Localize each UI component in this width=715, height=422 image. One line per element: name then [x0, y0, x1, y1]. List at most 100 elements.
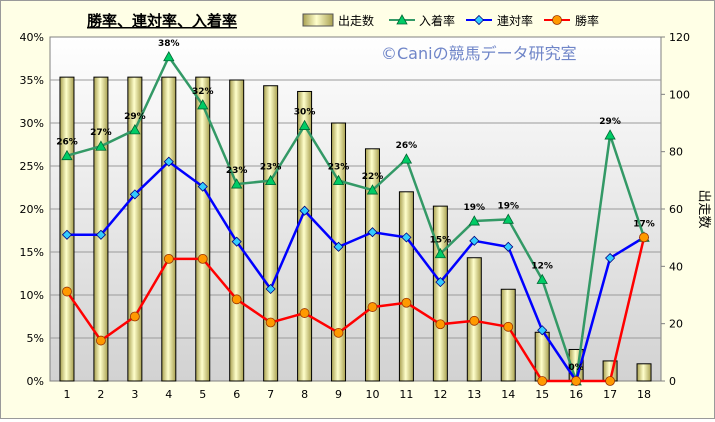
- legend-label-place: 入着率: [419, 13, 455, 28]
- point-rentai: [265, 283, 276, 295]
- point-place: [61, 149, 73, 161]
- point-place: [366, 184, 379, 195]
- left-tick-label: 10%: [20, 289, 44, 302]
- point-place: [434, 247, 447, 259]
- x-tick-label: 12: [433, 388, 447, 401]
- bar: [331, 122, 347, 382]
- point-place: [231, 178, 243, 189]
- legend-label-bar: 出走数: [338, 13, 374, 28]
- point-place: [264, 174, 277, 186]
- bar: [59, 76, 75, 382]
- legend-item-bar: 出走数: [302, 13, 374, 28]
- data-label: 0%: [568, 363, 583, 373]
- point-place: [95, 140, 107, 151]
- point-win: [62, 286, 72, 297]
- point-rentai: [61, 229, 73, 240]
- data-label: 23%: [328, 163, 350, 173]
- point-win: [571, 376, 582, 386]
- point-rentai: [197, 181, 208, 192]
- data-label: 30%: [294, 108, 316, 118]
- bar-series: [59, 76, 652, 382]
- left-tick-label: 30%: [20, 117, 44, 130]
- left-tick-label: 5%: [27, 332, 44, 345]
- point-win: [299, 308, 310, 318]
- bar: [263, 85, 279, 382]
- x-tick-label: 11: [399, 388, 413, 401]
- data-label: 19%: [464, 203, 486, 213]
- data-label: 38%: [158, 39, 180, 49]
- point-place: [536, 273, 548, 284]
- point-win: [96, 335, 106, 346]
- right-tick-label: 40: [669, 260, 683, 273]
- data-label: 29%: [599, 117, 621, 127]
- point-place: [163, 50, 175, 62]
- series-line-win: [65, 237, 646, 383]
- point-win: [333, 327, 344, 338]
- point-rentai: [231, 236, 242, 247]
- x-tick-label: 8: [301, 388, 308, 401]
- bar: [297, 90, 313, 382]
- x-tick-label: 6: [233, 388, 240, 401]
- grid-lines: [50, 79, 661, 339]
- point-place: [298, 119, 311, 130]
- axes: 0%5%10%15%20%25%30%35%40%020406080100120…: [20, 31, 690, 401]
- series-line-place: [66, 55, 646, 383]
- bar: [161, 76, 177, 382]
- point-win: [163, 253, 174, 264]
- point-win: [639, 232, 649, 243]
- point-rentai: [95, 229, 106, 240]
- data-label: 27%: [90, 128, 112, 138]
- point-place: [332, 174, 345, 186]
- right-tick-label: 60: [669, 203, 683, 216]
- left-tick-label: 20%: [20, 203, 44, 216]
- bar: [93, 76, 109, 382]
- series-line-rentai: [66, 160, 645, 383]
- point-win: [537, 376, 548, 386]
- x-tick-label: 5: [199, 388, 206, 401]
- point-win: [469, 315, 480, 326]
- data-label: 29%: [124, 112, 146, 122]
- point-win: [605, 376, 615, 386]
- point-place: [129, 124, 141, 135]
- point-place: [400, 153, 413, 164]
- x-tick-label: 9: [335, 388, 342, 401]
- left-tick-label: 25%: [20, 160, 44, 173]
- legend-item-place: 入着率: [389, 13, 455, 28]
- right-tick-label: 120: [669, 31, 690, 44]
- point-rentai: [367, 227, 378, 238]
- point-place: [197, 99, 209, 110]
- data-label: 26%: [396, 141, 418, 151]
- point-place: [604, 129, 616, 140]
- point-rentai: [401, 232, 412, 243]
- data-label: 23%: [260, 163, 282, 173]
- point-place: [468, 215, 480, 226]
- point-win: [231, 294, 242, 305]
- x-tick-label: 17: [603, 388, 617, 401]
- bar: [636, 363, 652, 382]
- right-tick-label: 80: [669, 146, 683, 159]
- right-tick-label: 0: [669, 375, 676, 388]
- point-rentai: [333, 241, 344, 252]
- right-tick-label: 20: [669, 318, 683, 331]
- bar: [127, 76, 143, 382]
- data-label: 12%: [531, 262, 553, 272]
- legend-item-win: 勝率: [544, 13, 599, 28]
- data-labels: 26% 27% 29% 38% 32% 23% 23% 30% 23% 22% 26% 15% 19% 1…: [56, 39, 655, 373]
- point-rentai: [469, 235, 480, 246]
- data-label: 15%: [430, 236, 452, 246]
- bar: [398, 191, 414, 382]
- x-tick-label: 10: [365, 388, 379, 401]
- watermark: ©Caniの競馬データ研究室: [381, 44, 577, 63]
- point-win: [265, 317, 276, 328]
- data-label: 26%: [56, 138, 78, 148]
- data-label: 32%: [192, 87, 214, 97]
- data-label: 22%: [362, 172, 384, 182]
- point-win: [401, 297, 412, 308]
- x-tick-label: 14: [501, 388, 515, 401]
- x-tick-label: 15: [535, 388, 549, 401]
- chart-title: 勝率、連対率、入着率: [87, 12, 237, 30]
- bar: [229, 79, 245, 382]
- data-label: 17%: [633, 219, 655, 229]
- point-rentai: [163, 156, 174, 167]
